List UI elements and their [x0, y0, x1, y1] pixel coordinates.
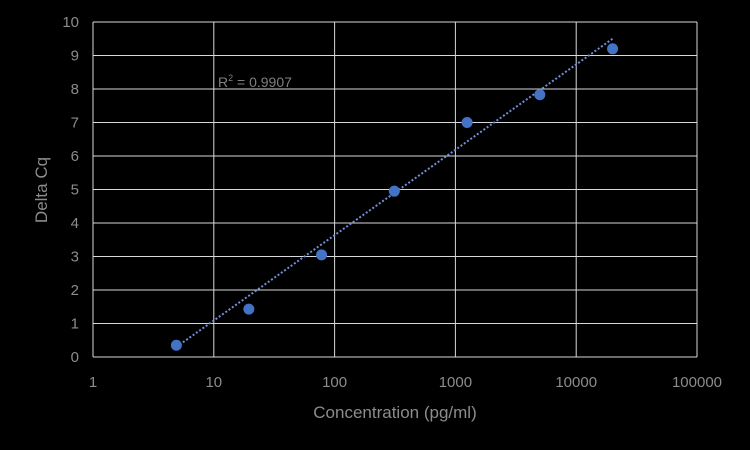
y-tick-label: 1	[71, 316, 79, 333]
y-tick-label: 10	[62, 14, 79, 31]
x-axis-title: Concentration (pg/ml)	[313, 403, 476, 422]
x-tick-label: 1	[89, 374, 97, 391]
y-tick-label: 0	[71, 349, 79, 366]
y-tick-label: 8	[71, 81, 79, 98]
x-tick-labels: 1 10 100 1000 10000 100000	[89, 374, 722, 391]
y-tick-label: 9	[71, 48, 79, 65]
data-point	[607, 43, 619, 55]
data-point	[243, 303, 255, 315]
y-tick-labels: 0 1 2 3 4 5 6 7 8 9 10	[62, 14, 79, 366]
x-tick-label: 1000	[439, 374, 472, 391]
x-tick-label: 10000	[555, 374, 597, 391]
y-tick-label: 7	[71, 115, 79, 132]
y-tick-label: 3	[71, 249, 79, 266]
gridlines	[92, 21, 698, 358]
x-tick-label: 100	[322, 374, 347, 391]
y-tick-label: 4	[71, 215, 79, 232]
y-tick-label: 2	[71, 282, 79, 299]
data-points	[170, 43, 619, 351]
data-point	[316, 249, 328, 261]
data-point	[388, 185, 400, 197]
y-tick-label: 6	[71, 148, 79, 165]
data-point	[170, 339, 182, 351]
y-axis-title: Delta Cq	[32, 157, 51, 223]
r-squared-annotation: R2 = 0.9907	[218, 73, 292, 90]
x-tick-label: 100000	[672, 374, 722, 391]
data-point	[461, 117, 473, 128]
data-point	[534, 89, 546, 101]
x-tick-label: 10	[205, 374, 222, 391]
y-tick-label: 5	[71, 182, 79, 199]
